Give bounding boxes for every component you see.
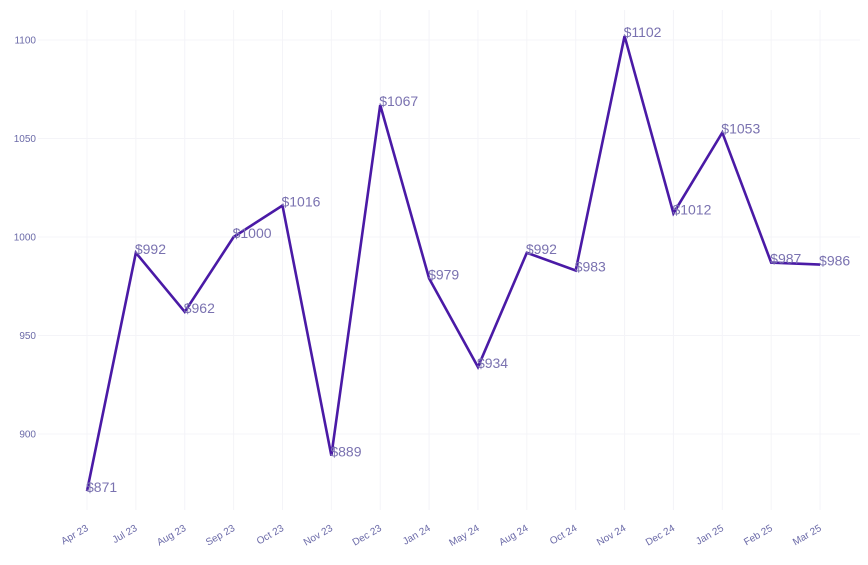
data-label: $992 [526,241,557,257]
y-tick-label: 1100 [14,36,36,47]
x-tick-label: Aug 24 [497,523,530,549]
x-tick-label: Jan 25 [694,523,726,548]
data-label: $1053 [721,121,760,137]
x-tick-label: Dec 23 [351,523,384,549]
data-label: $1102 [624,24,662,40]
x-tick-label: Oct 24 [548,523,579,547]
data-label: $987 [770,251,801,267]
x-tick-label: Apr 23 [59,523,90,547]
y-tick-label: 1000 [14,233,37,244]
data-label: $1012 [672,201,711,217]
data-label: $979 [428,266,459,282]
horizontal-gridlines [38,39,860,435]
x-tick-label: Oct 23 [255,523,286,547]
data-label: $934 [477,355,508,371]
x-tick-label: Dec 24 [644,523,677,549]
x-axis-tick-labels: Apr 23 Jul 23 Aug 23 Sep 23 Oct 23 Nov 23 Dec … [59,523,823,549]
y-tick-label: 950 [19,331,36,342]
y-axis-tick-labels: 900 950 1000 1050 1100 [14,36,37,441]
vertical-gridlines [86,10,821,510]
x-tick-label: Jul 23 [111,523,140,546]
x-tick-label: Nov 24 [595,523,628,549]
data-label: $889 [330,444,361,460]
y-tick-label: 900 [19,430,36,441]
data-labels: $871 $992 $962 $1000 $1016 $889 $1067 $979 $934 $… [86,24,850,495]
data-label: $986 [819,253,850,269]
series-line [85,35,821,492]
x-tick-label: Sep 23 [204,523,237,549]
x-tick-label: May 24 [448,523,482,549]
data-label: $983 [575,258,606,274]
data-label: $1016 [281,193,320,209]
y-tick-label: 1050 [14,134,37,145]
x-tick-label: Aug 23 [155,523,188,549]
data-label: $871 [86,479,117,495]
x-tick-label: Feb 25 [742,523,775,548]
data-label: $992 [135,241,166,257]
x-tick-label: Mar 25 [791,523,824,548]
data-label: $962 [184,300,215,316]
x-tick-label: Nov 23 [302,523,335,549]
x-tick-label: Jan 24 [401,523,433,548]
data-label: $1067 [379,93,418,109]
data-label: $1000 [233,225,272,241]
